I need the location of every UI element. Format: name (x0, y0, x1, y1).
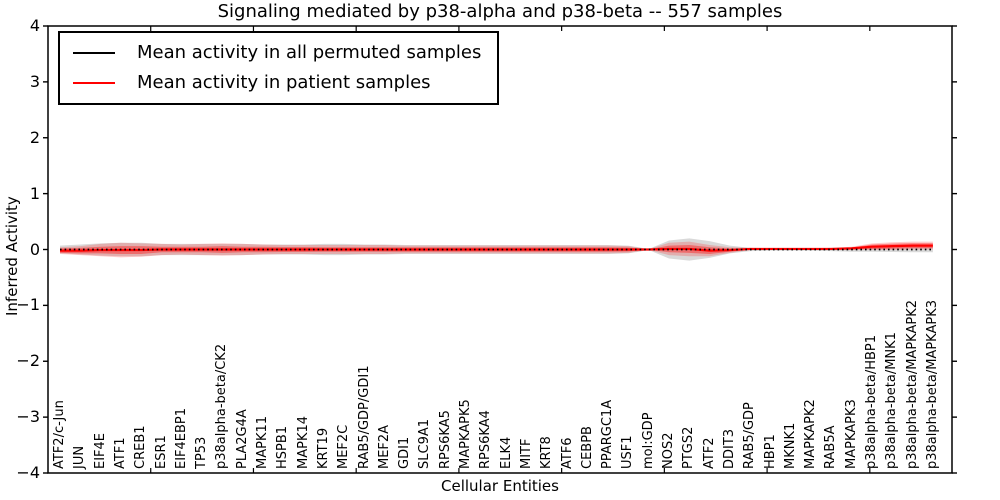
y-tick-label: 4 (29, 16, 40, 35)
y-tick-label: −3 (16, 407, 40, 427)
y-tick-label: 3 (29, 71, 40, 91)
x-tick-label: JUN (72, 445, 88, 469)
x-tick-label: MAPKAPK5 (458, 399, 473, 469)
x-tick-label: RPS6KA5 (437, 410, 453, 469)
x-tick-label: RAB5/GDP (742, 402, 758, 469)
x-tick-label: EIF4E (92, 432, 108, 469)
x-tick-label: p38alpha-beta/CK2 (214, 343, 230, 469)
x-tick-label: ATF1 (112, 437, 128, 469)
legend-item-patient: Mean activity in patient samples (73, 71, 481, 95)
x-tick-label: ESR1 (153, 435, 169, 469)
x-tick-label: GDI1 (397, 436, 413, 469)
y-tick-label: 1 (29, 183, 40, 203)
x-tick-label: DDIT3 (721, 428, 737, 469)
x-tick-label: MAPKAPK3 (843, 399, 859, 469)
y-tick-label: −4 (16, 463, 40, 482)
x-tick-label: MAPKAPK2 (803, 399, 819, 469)
x-tick-label: KRT19 (315, 427, 331, 469)
x-tick-label: ELK4 (498, 436, 514, 469)
x-tick-label: MEF2C (336, 424, 352, 469)
x-tick-label: KRT8 (539, 436, 555, 469)
x-tick-label: ATF6 (559, 437, 575, 469)
x-tick-label: RAB5/GDP/GDI1 (356, 365, 372, 469)
x-tick-label: CEBPB (579, 426, 595, 469)
x-tick-label: PPARGC1A (600, 399, 616, 469)
x-tick-label: MAPK11 (255, 415, 270, 469)
x-tick-label: MAPK14 (295, 415, 311, 469)
x-tick-label: MITF (518, 438, 534, 469)
y-tick-label: −1 (16, 295, 40, 315)
permuted-mean-line-sample (73, 52, 115, 54)
x-tick-label: TP53 (194, 436, 210, 469)
x-tick-label: MKNK1 (782, 422, 798, 469)
x-tick-label: HSPB1 (275, 425, 291, 469)
x-tick-label: RAB5A (823, 425, 839, 469)
y-tick-label: 2 (29, 127, 40, 147)
legend-label-permuted: Mean activity in all permuted samples (137, 42, 482, 63)
x-tick-label: p38alpha-beta/MNK1 (884, 332, 900, 469)
x-tick-label: p38alpha-beta/HBP1 (864, 334, 879, 469)
y-tick-label: −2 (16, 351, 40, 371)
legend-item-permuted: Mean activity in all permuted samples (73, 41, 481, 65)
x-tick-label: NOS2 (661, 432, 676, 469)
x-tick-label: CREB1 (133, 425, 149, 469)
x-tick-label: RPS6KA4 (478, 410, 494, 469)
x-tick-label: MEF2A (376, 424, 392, 469)
y-tick-label: 0 (29, 239, 40, 259)
x-tick-label: mol:GDP (640, 412, 656, 469)
x-tick-label: ATF2/c-Jun (52, 400, 67, 469)
x-tick-label: SLC9A1 (417, 418, 433, 469)
patient-mean-line-sample (73, 82, 115, 84)
chart-title: Signaling mediated by p38-alpha and p38-… (217, 1, 783, 22)
x-tick-label: p38alpha-beta/MAPKAPK2 (904, 300, 920, 469)
x-tick-label: USF1 (620, 435, 636, 469)
legend: Mean activity in all permuted samples Me… (58, 31, 500, 105)
x-tick-label: PLA2G4A (234, 409, 250, 469)
x-tick-label: p38alpha-beta/MAPKAPK3 (924, 300, 940, 469)
legend-label-patient: Mean activity in patient samples (137, 72, 431, 93)
x-tick-label: PTGS2 (681, 426, 697, 469)
x-axis-title: Cellular Entities (441, 477, 559, 495)
x-tick-label: EIF4EBP1 (173, 407, 189, 469)
x-tick-label: HBP1 (762, 434, 778, 469)
x-tick-label: ATF2 (701, 437, 717, 469)
